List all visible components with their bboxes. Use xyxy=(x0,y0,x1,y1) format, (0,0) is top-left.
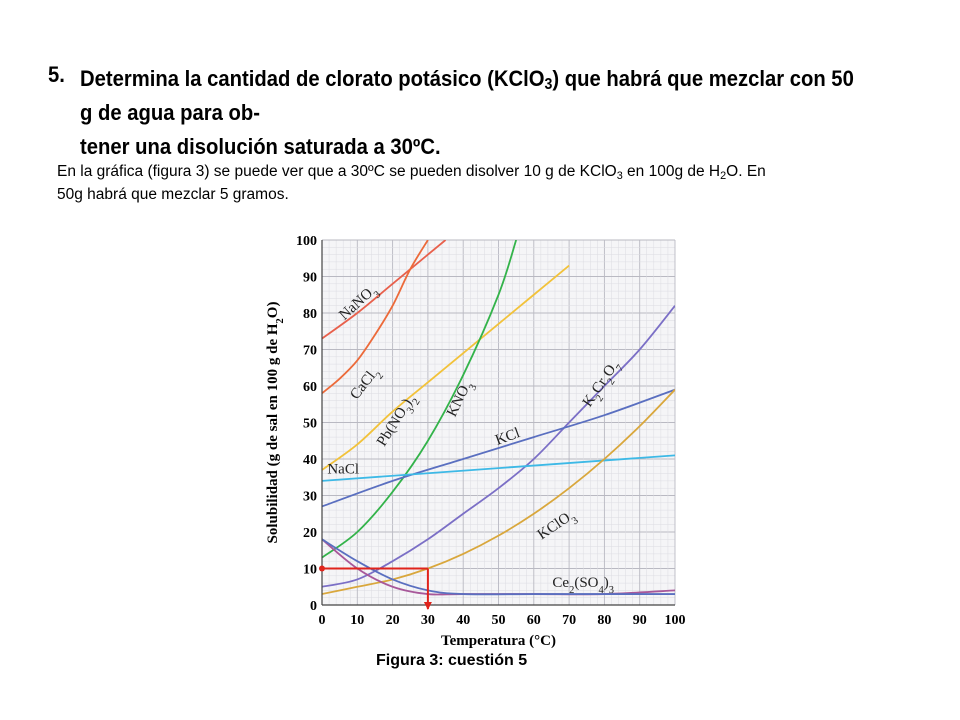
y-tick-label: 100 xyxy=(296,234,317,249)
x-tick-label: 50 xyxy=(492,613,506,628)
series-line-5 xyxy=(322,388,675,508)
chart-axes xyxy=(321,240,675,606)
x-tick-label: 70 xyxy=(562,613,576,628)
x-tick-label: 20 xyxy=(386,613,400,628)
y-tick-label: 10 xyxy=(303,563,317,578)
y-tick-label: 30 xyxy=(303,490,317,505)
chart-marker xyxy=(319,565,432,610)
marker-dot-y xyxy=(319,565,325,572)
chart-series xyxy=(322,240,675,596)
chart-tick-labels: 0 10 20 30 40 50 60 70 80 90 100 0 10 20 30 40 50 60 70 80 9… xyxy=(296,234,686,628)
y-tick-label: 70 xyxy=(303,344,317,359)
x-tick-label: 30 xyxy=(421,613,435,628)
x-tick-label: 40 xyxy=(456,613,470,628)
y-tick-label: 90 xyxy=(303,271,317,286)
x-axis-label: Temperatura (°C) xyxy=(441,633,556,649)
y-tick-label: 60 xyxy=(303,380,317,395)
series-label-4: K2Cr2O7 xyxy=(580,358,626,413)
y-tick-label: 50 xyxy=(303,417,317,432)
solubility-chart: 0 10 20 30 40 50 60 70 80 90 100 0 10 20 30 40 50 60 70 80 9… xyxy=(265,234,686,649)
y-tick-label: 0 xyxy=(310,599,317,614)
y-tick-label: 80 xyxy=(303,307,317,322)
series-line-0 xyxy=(322,240,447,340)
series-line-4 xyxy=(322,305,675,588)
question-text: Determina la cantidad de clorato potásic… xyxy=(80,66,854,159)
question-number: 5. xyxy=(48,62,65,87)
y-tick-label: 20 xyxy=(303,526,317,541)
series-line-2 xyxy=(322,264,570,471)
y-axis-label: Solubilidad (g de sal en 100 g de H2O) xyxy=(265,302,286,544)
x-tick-label: 0 xyxy=(319,613,326,628)
figure-caption: Figura 3: cuestión 5 xyxy=(376,652,528,669)
answer-text: En la gráfica (figura 3) se puede ver qu… xyxy=(57,163,766,203)
x-tick-label: 10 xyxy=(350,613,364,628)
x-tick-label: 90 xyxy=(633,613,647,628)
series-line-3 xyxy=(322,240,518,559)
series-line-1 xyxy=(322,240,429,394)
x-tick-label: 80 xyxy=(597,613,611,628)
series-line-6 xyxy=(322,454,675,482)
y-tick-label: 40 xyxy=(303,453,317,468)
x-tick-label: 60 xyxy=(527,613,541,628)
series-label-6: NaCl xyxy=(327,462,359,478)
series-line-9 xyxy=(322,538,675,596)
series-label-8: Ce2(SO4)3 xyxy=(552,575,614,596)
x-tick-label: 100 xyxy=(665,613,686,628)
marker-arrow-x xyxy=(423,602,432,610)
